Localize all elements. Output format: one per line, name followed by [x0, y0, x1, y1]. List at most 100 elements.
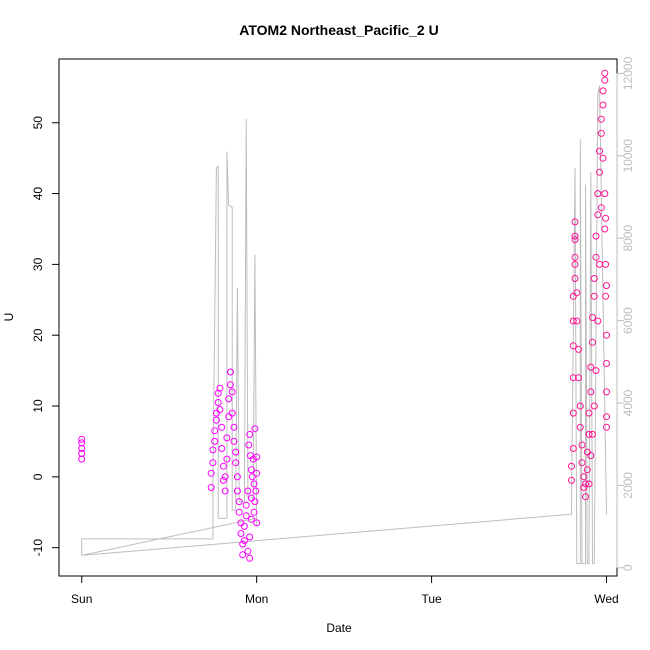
y-tick-label: 10: [31, 399, 45, 413]
y-axis: -10 0 10 20 30 40 50: [31, 116, 60, 556]
data-point: [240, 522, 248, 530]
data-point: [248, 473, 256, 481]
data-point: [596, 168, 603, 176]
data-point: [225, 413, 233, 421]
data-point: [589, 338, 596, 346]
data-point: [599, 101, 607, 109]
data-point: [247, 494, 255, 502]
y2-tick-label: 4000: [621, 389, 635, 416]
data-point: [223, 434, 231, 442]
y2-tick-label: 12000: [621, 56, 635, 90]
data-point: [597, 129, 605, 137]
data-point: [214, 399, 222, 406]
data-point: [212, 409, 220, 417]
data-point: [580, 473, 588, 481]
y2-axis: 0 2000 4000 6000 8000 10000 12000: [616, 56, 635, 571]
data-point: [232, 459, 240, 467]
data-point: [592, 367, 600, 375]
data-point: [78, 450, 86, 457]
data-point: [233, 473, 241, 481]
data-point: [245, 441, 253, 449]
data-point: [594, 317, 602, 325]
y2-tick-label: 8000: [621, 225, 635, 252]
data-point: [576, 402, 584, 410]
data-point: [237, 519, 245, 527]
data-point: [247, 515, 255, 523]
data-point: [250, 480, 258, 488]
data-point: [571, 218, 579, 226]
data-point: [253, 469, 261, 477]
data-point: [571, 275, 579, 282]
data-point: [569, 409, 577, 417]
y2-tick-label: 10000: [621, 139, 635, 173]
data-point: [235, 498, 243, 506]
data-point: [78, 439, 86, 447]
data-point: [207, 469, 215, 477]
data-point: [569, 317, 577, 325]
data-point: [240, 537, 248, 545]
data-point: [576, 423, 584, 431]
data-point: [571, 236, 579, 244]
data-point: [583, 466, 591, 474]
y-tick-label: 50: [31, 116, 45, 130]
data-point: [603, 423, 610, 431]
data-point: [218, 445, 226, 452]
data-point: [575, 374, 582, 382]
data-point: [571, 260, 579, 268]
data-point: [587, 452, 595, 460]
data-point: [587, 388, 595, 396]
data-point: [569, 374, 577, 382]
data-point: [249, 455, 257, 463]
data-point: [568, 476, 575, 484]
secondary-series-line: [81, 85, 607, 565]
data-point: [250, 508, 258, 516]
data-point: [603, 282, 610, 290]
data-point: [251, 498, 259, 506]
chart-title: ATOM2 Northeast_Pacific_2 U: [239, 22, 438, 38]
data-point: [251, 425, 259, 433]
data-point: [587, 363, 595, 371]
data-point: [602, 292, 610, 300]
data-point: [578, 441, 586, 449]
data-point: [253, 519, 261, 527]
data-point: [573, 317, 581, 325]
data-point: [228, 388, 236, 396]
data-point: [219, 476, 227, 484]
data-point: [221, 473, 229, 481]
data-point: [592, 253, 600, 261]
data-point: [230, 423, 238, 431]
data-point: [601, 76, 609, 84]
data-point: [242, 512, 250, 520]
data-point: [230, 437, 238, 445]
data-point: [585, 480, 593, 488]
data-point: [235, 508, 243, 516]
data-point: [244, 487, 252, 495]
y-tick-label: 0: [31, 473, 45, 480]
y2-tick-label: 2000: [621, 472, 635, 499]
x-tick-label: Tue: [421, 592, 442, 606]
data-point: [601, 225, 609, 233]
data-point: [575, 345, 582, 353]
data-point: [218, 423, 226, 431]
data-point: [573, 289, 581, 297]
data-point: [590, 275, 598, 282]
data-point: [239, 551, 247, 559]
data-point: [571, 253, 579, 261]
data-point: [207, 484, 215, 491]
data-point: [244, 547, 252, 555]
y-axis-label: U: [2, 313, 16, 322]
data-point: [216, 384, 224, 392]
data-point: [232, 448, 240, 456]
data-points: [78, 69, 610, 562]
data-point: [569, 292, 577, 300]
data-point: [253, 453, 261, 461]
data-point: [209, 459, 217, 467]
data-point: [602, 260, 610, 268]
y2-tick-label: 0: [621, 564, 635, 571]
data-point: [569, 445, 577, 452]
data-point: [225, 395, 233, 403]
data-point: [223, 455, 231, 463]
data-point: [596, 147, 603, 155]
data-point: [601, 69, 609, 77]
